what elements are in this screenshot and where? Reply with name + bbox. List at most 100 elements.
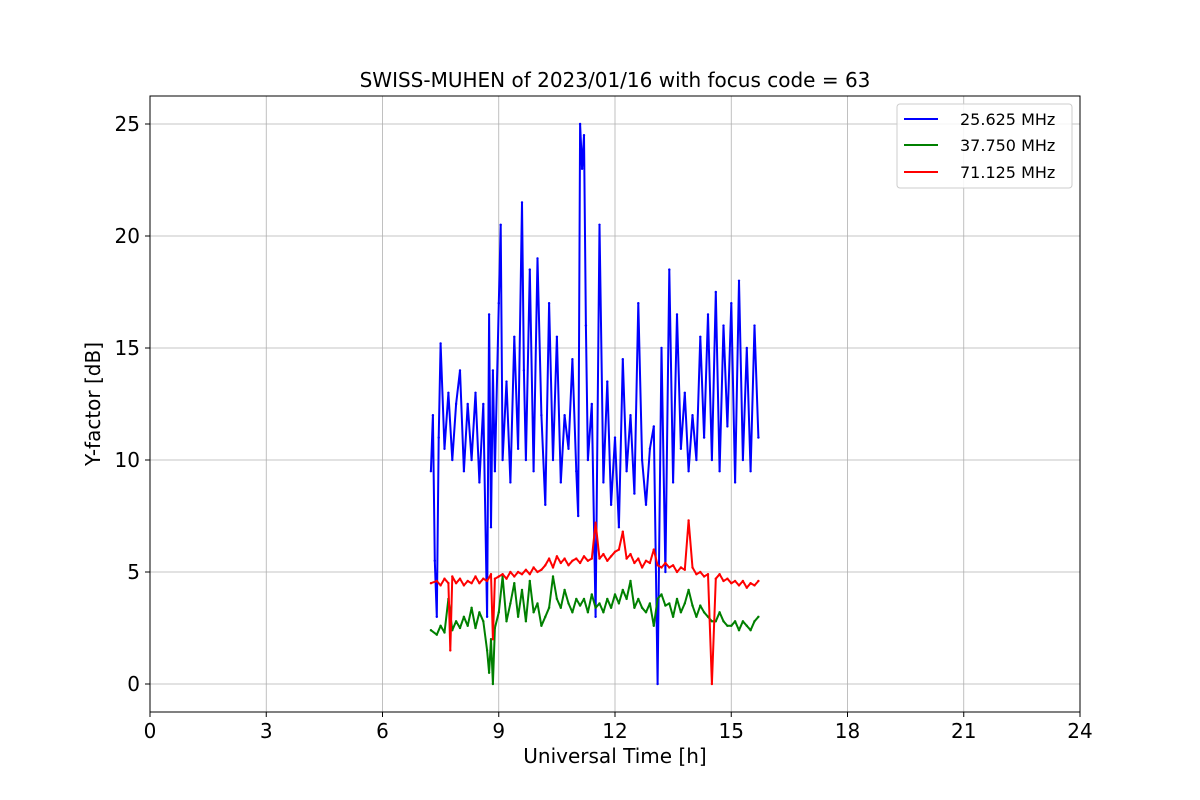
data-point bbox=[499, 223, 502, 226]
data-point bbox=[551, 458, 555, 462]
data-point bbox=[551, 566, 555, 569]
data-point bbox=[679, 447, 683, 450]
data-point bbox=[491, 638, 495, 641]
data-point bbox=[722, 324, 725, 327]
data-point bbox=[668, 268, 671, 271]
data-point bbox=[478, 481, 481, 484]
data-point bbox=[520, 201, 524, 204]
legend-label-series-0: 25.625 MHz bbox=[960, 110, 1055, 129]
data-point bbox=[695, 615, 698, 618]
data-point bbox=[470, 458, 473, 462]
data-point bbox=[695, 458, 698, 462]
data-point bbox=[726, 425, 729, 428]
x-tick-label: 24 bbox=[1067, 719, 1092, 743]
data-point bbox=[563, 557, 566, 560]
data-point bbox=[656, 564, 659, 567]
data-point bbox=[664, 604, 667, 607]
data-point bbox=[749, 582, 752, 585]
data-point bbox=[637, 302, 640, 305]
data-point bbox=[437, 436, 440, 439]
data-point bbox=[629, 579, 632, 583]
data-point bbox=[482, 577, 485, 580]
data-point bbox=[485, 615, 489, 618]
data-point bbox=[745, 346, 748, 350]
data-point bbox=[683, 602, 686, 605]
data-point bbox=[429, 470, 433, 473]
data-point bbox=[524, 458, 528, 462]
data-point bbox=[753, 620, 756, 623]
data-point bbox=[478, 582, 481, 585]
data-point bbox=[621, 588, 624, 592]
data-point bbox=[509, 570, 512, 574]
data-point bbox=[609, 503, 613, 506]
data-point bbox=[439, 624, 442, 627]
data-point bbox=[726, 577, 729, 580]
data-point bbox=[652, 425, 655, 428]
data-point bbox=[733, 481, 737, 484]
data-point bbox=[470, 606, 473, 609]
data-point bbox=[699, 604, 702, 607]
data-point bbox=[633, 561, 636, 565]
data-point bbox=[613, 593, 617, 596]
data-point bbox=[559, 561, 562, 565]
data-point bbox=[540, 624, 543, 627]
data-point bbox=[671, 564, 675, 567]
data-point bbox=[513, 575, 516, 578]
data-point bbox=[640, 458, 644, 462]
data-point bbox=[594, 606, 597, 609]
data-point bbox=[609, 555, 613, 558]
data-point bbox=[559, 481, 562, 484]
chart-title: SWISS-MUHEN of 2023/01/16 with focus cod… bbox=[360, 68, 871, 92]
data-point bbox=[513, 335, 516, 338]
data-point bbox=[470, 582, 473, 585]
data-point bbox=[447, 391, 450, 394]
data-point bbox=[435, 633, 438, 636]
data-point bbox=[633, 492, 636, 495]
data-point bbox=[454, 402, 458, 406]
data-point bbox=[602, 552, 605, 556]
data-point bbox=[722, 579, 725, 583]
data-point bbox=[575, 470, 578, 473]
data-point bbox=[528, 268, 531, 271]
data-point bbox=[578, 604, 582, 607]
data-point bbox=[532, 566, 535, 569]
data-point bbox=[598, 557, 601, 560]
data-point bbox=[710, 620, 714, 623]
data-point bbox=[648, 602, 652, 605]
data-point bbox=[501, 573, 504, 576]
data-point bbox=[567, 602, 570, 605]
data-point bbox=[613, 436, 617, 439]
data-point bbox=[656, 597, 659, 601]
data-point bbox=[520, 573, 524, 576]
data-point bbox=[439, 584, 442, 587]
data-point bbox=[505, 620, 508, 623]
data-point bbox=[439, 342, 442, 345]
data-point bbox=[487, 313, 491, 316]
data-point bbox=[586, 458, 590, 462]
data-point bbox=[664, 561, 667, 565]
x-tick-label: 3 bbox=[260, 719, 273, 743]
data-point bbox=[571, 559, 574, 562]
data-point bbox=[695, 573, 698, 576]
data-point bbox=[433, 559, 436, 562]
data-point bbox=[505, 380, 508, 383]
data-point bbox=[617, 548, 621, 551]
data-point bbox=[706, 573, 710, 576]
y-tick-label: 15 bbox=[115, 336, 140, 360]
data-point bbox=[757, 579, 760, 583]
data-point bbox=[606, 559, 609, 562]
data-point bbox=[644, 503, 648, 506]
data-point bbox=[491, 369, 495, 372]
data-point bbox=[702, 436, 706, 439]
data-point bbox=[544, 615, 547, 618]
data-point bbox=[757, 436, 760, 439]
data-point bbox=[462, 584, 466, 587]
data-point bbox=[691, 566, 694, 569]
y-tick-label: 0 bbox=[127, 672, 140, 696]
data-point bbox=[706, 313, 710, 316]
data-point bbox=[454, 582, 458, 585]
data-point bbox=[532, 470, 535, 473]
data-point bbox=[582, 597, 586, 601]
data-point bbox=[435, 579, 438, 583]
